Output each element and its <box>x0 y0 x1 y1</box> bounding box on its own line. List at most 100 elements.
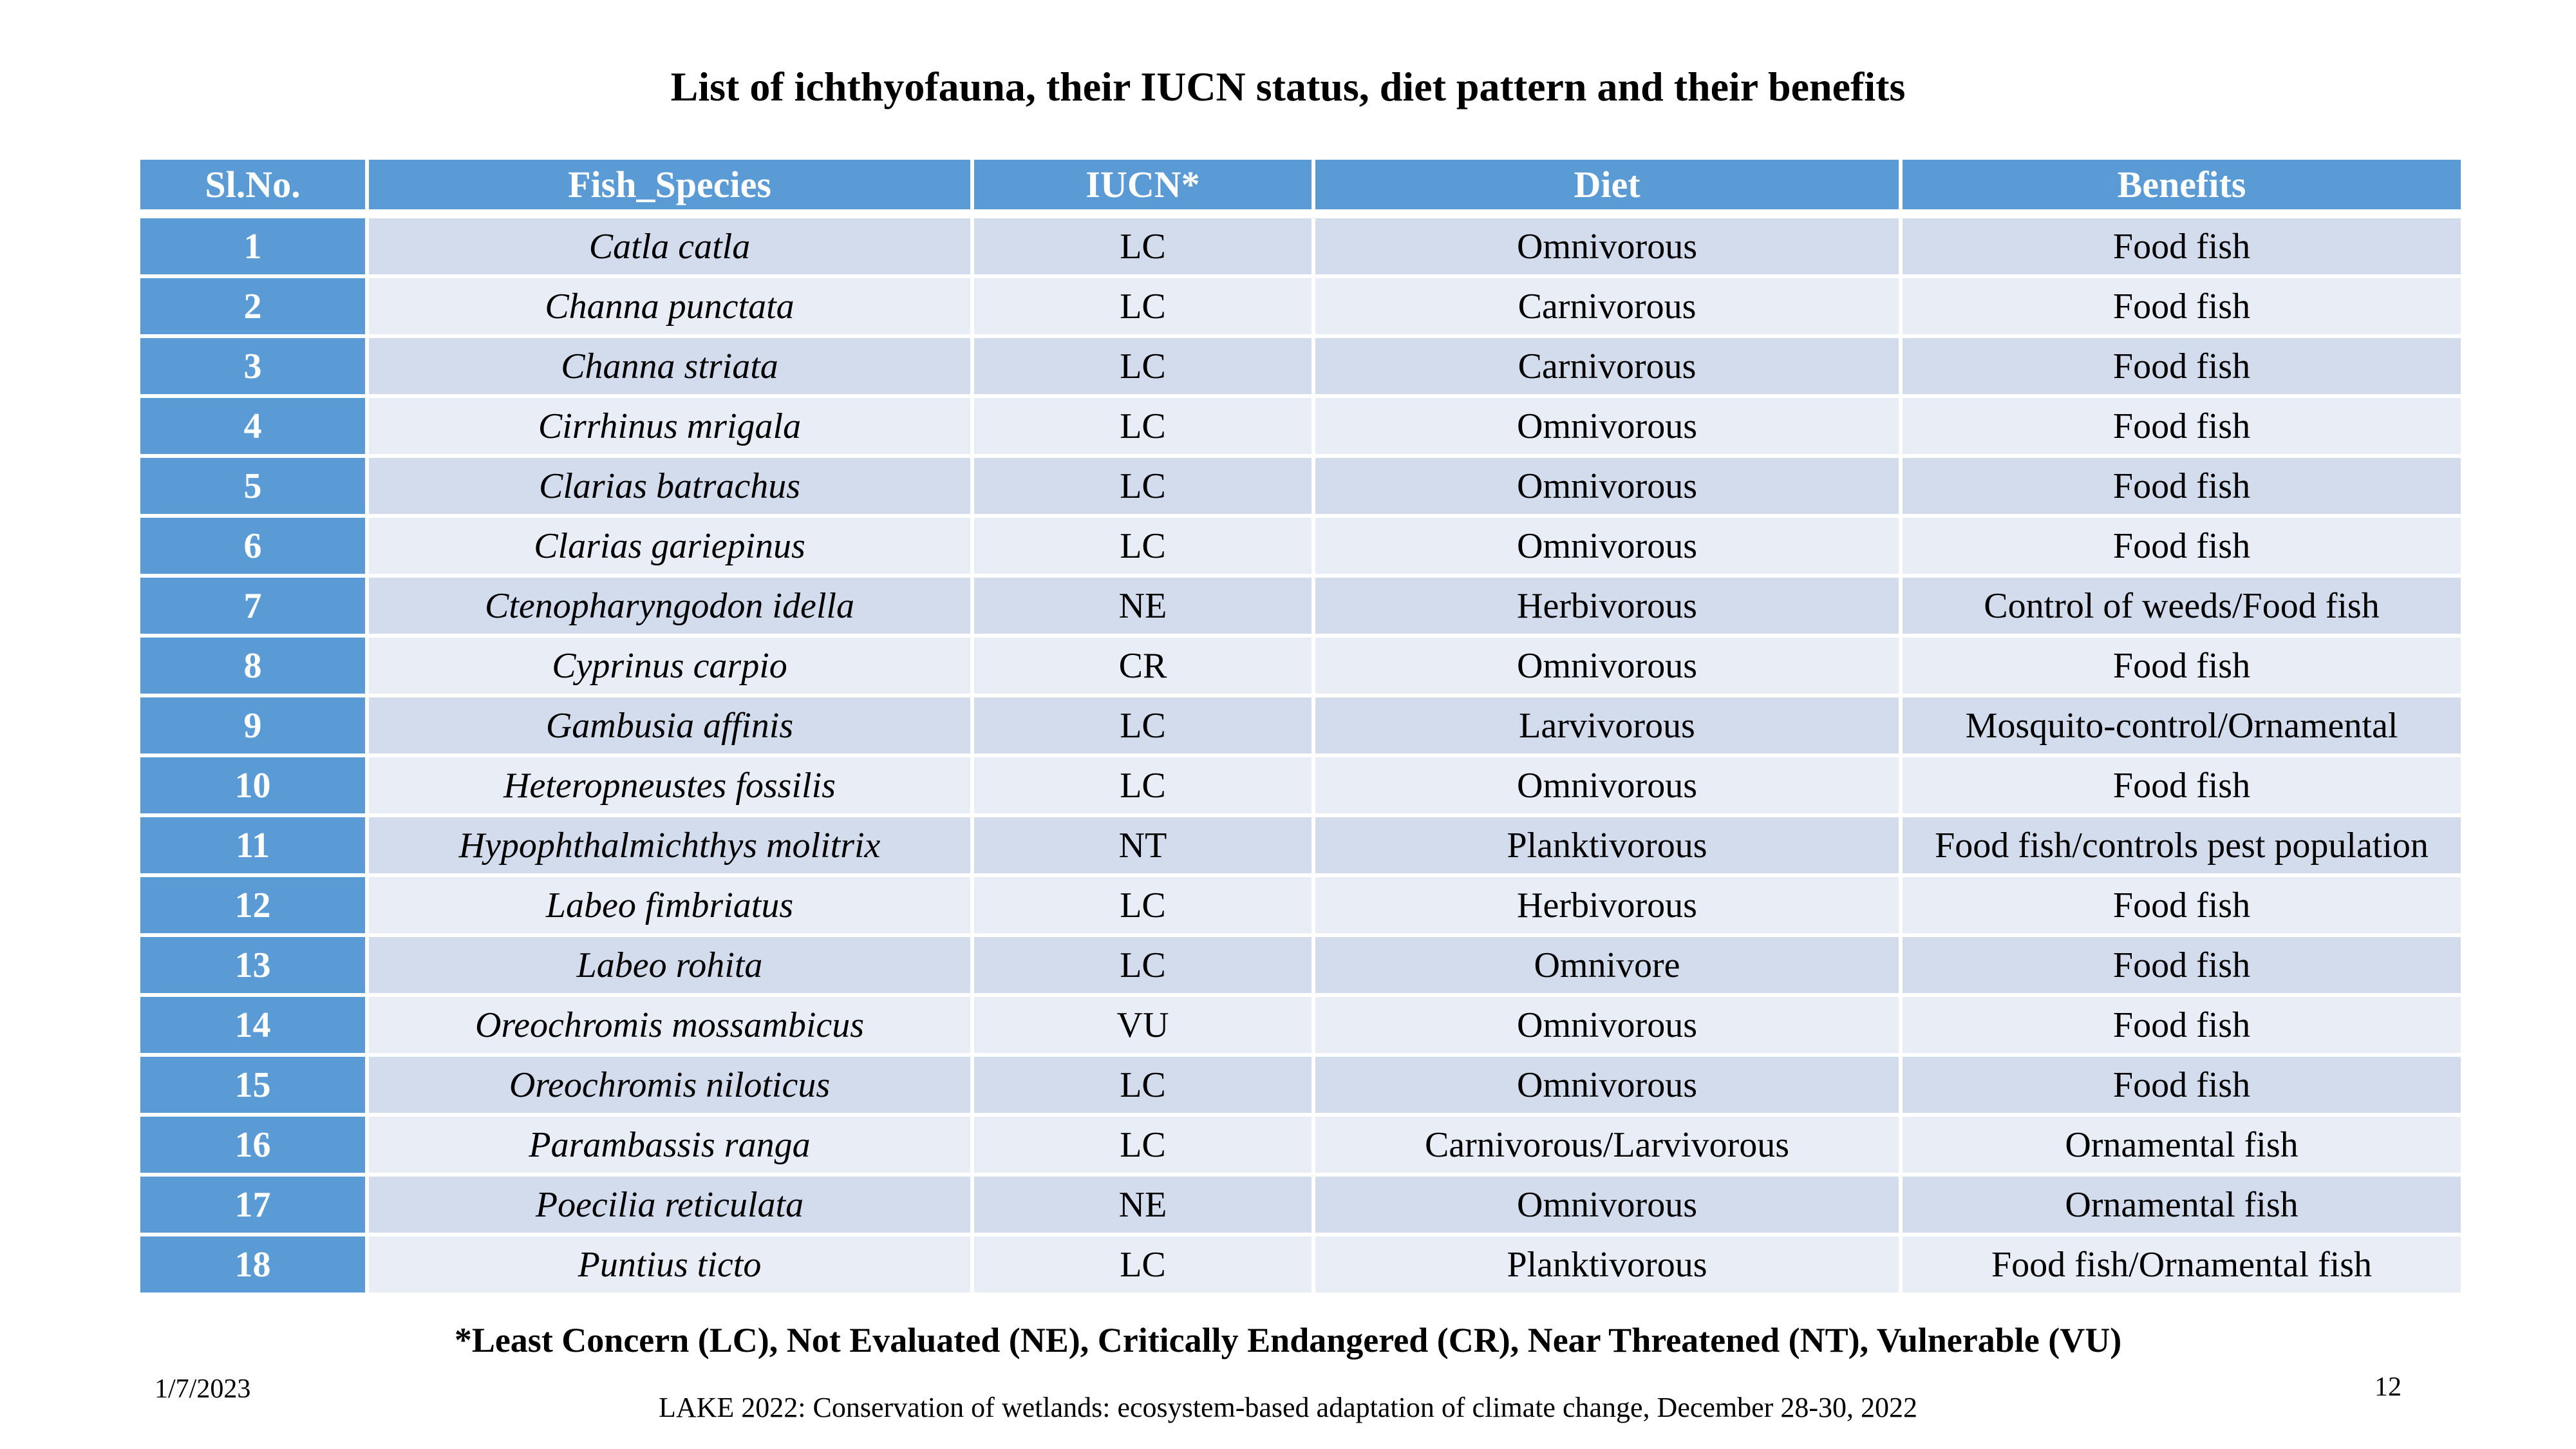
cell-diet: Omnivorous <box>1315 218 1903 278</box>
cell-iucn: LC <box>974 398 1315 458</box>
cell-species: Oreochromis mossambicus <box>369 997 974 1057</box>
cell-benefits: Food fish <box>1903 757 2461 817</box>
table-row: 4 Cirrhinus mrigala LC Omnivorous Food f… <box>140 398 2461 458</box>
col-header-species: Fish_Species <box>369 160 974 218</box>
col-header-slno: Sl.No. <box>140 160 369 218</box>
cell-species: Oreochromis niloticus <box>369 1057 974 1117</box>
cell-benefits: Food fish <box>1903 1057 2461 1117</box>
cell-slno: 1 <box>140 218 369 278</box>
cell-diet: Omnivorous <box>1315 1177 1903 1236</box>
cell-slno: 9 <box>140 697 369 757</box>
cell-iucn: NE <box>974 578 1315 638</box>
cell-diet: Omnivore <box>1315 937 1903 997</box>
footer-conference: LAKE 2022: Conservation of wetlands: eco… <box>659 1392 1917 1423</box>
table-row: 7 Ctenopharyngodon idella NE Herbivorous… <box>140 578 2461 638</box>
cell-benefits: Food fish <box>1903 458 2461 518</box>
cell-slno: 13 <box>140 937 369 997</box>
cell-iucn: LC <box>974 338 1315 398</box>
cell-species: Heteropneustes fossilis <box>369 757 974 817</box>
cell-benefits: Mosquito-control/Ornamental <box>1903 697 2461 757</box>
cell-iucn: CR <box>974 638 1315 697</box>
table-row: 14 Oreochromis mossambicus VU Omnivorous… <box>140 997 2461 1057</box>
cell-species: Catla catla <box>369 218 974 278</box>
table-body: 1 Catla catla LC Omnivorous Food fish 2 … <box>140 218 2461 1296</box>
cell-benefits: Food fish <box>1903 278 2461 338</box>
cell-iucn: LC <box>974 697 1315 757</box>
cell-slno: 2 <box>140 278 369 338</box>
cell-slno: 12 <box>140 877 369 937</box>
table-row: 9 Gambusia affinis LC Larvivorous Mosqui… <box>140 697 2461 757</box>
col-header-diet: Diet <box>1315 160 1903 218</box>
cell-species: Poecilia reticulata <box>369 1177 974 1236</box>
cell-slno: 17 <box>140 1177 369 1236</box>
cell-slno: 10 <box>140 757 369 817</box>
cell-diet: Omnivorous <box>1315 638 1903 697</box>
cell-benefits: Food fish <box>1903 937 2461 997</box>
cell-species: Ctenopharyngodon idella <box>369 578 974 638</box>
cell-species: Labeo fimbriatus <box>369 877 974 937</box>
cell-species: Hypophthalmichthys molitrix <box>369 817 974 877</box>
cell-benefits: Ornamental fish <box>1903 1117 2461 1177</box>
col-header-benefits: Benefits <box>1903 160 2461 218</box>
cell-species: Labeo rohita <box>369 937 974 997</box>
cell-benefits: Food fish <box>1903 877 2461 937</box>
footer-page-number: 12 <box>2374 1372 2402 1402</box>
cell-species: Puntius ticto <box>369 1236 974 1296</box>
cell-iucn: NT <box>974 817 1315 877</box>
cell-slno: 11 <box>140 817 369 877</box>
cell-diet: Carnivorous <box>1315 338 1903 398</box>
cell-iucn: NE <box>974 1177 1315 1236</box>
cell-benefits: Food fish/Ornamental fish <box>1903 1236 2461 1296</box>
cell-slno: 4 <box>140 398 369 458</box>
cell-diet: Omnivorous <box>1315 1057 1903 1117</box>
footer-date: 1/7/2023 <box>155 1374 251 1404</box>
cell-iucn: LC <box>974 1236 1315 1296</box>
cell-species: Gambusia affinis <box>369 697 974 757</box>
cell-benefits: Control of weeds/Food fish <box>1903 578 2461 638</box>
cell-slno: 3 <box>140 338 369 398</box>
cell-species: Cirrhinus mrigala <box>369 398 974 458</box>
cell-species: Clarias gariepinus <box>369 518 974 578</box>
cell-benefits: Food fish/controls pest population <box>1903 817 2461 877</box>
table-row: 17 Poecilia reticulata NE Omnivorous Orn… <box>140 1177 2461 1236</box>
cell-diet: Omnivorous <box>1315 997 1903 1057</box>
cell-benefits: Food fish <box>1903 218 2461 278</box>
cell-diet: Planktivorous <box>1315 817 1903 877</box>
cell-slno: 15 <box>140 1057 369 1117</box>
cell-iucn: LC <box>974 278 1315 338</box>
cell-iucn: LC <box>974 1117 1315 1177</box>
table-row: 15 Oreochromis niloticus LC Omnivorous F… <box>140 1057 2461 1117</box>
cell-slno: 18 <box>140 1236 369 1296</box>
cell-slno: 5 <box>140 458 369 518</box>
iucn-legend: *Least Concern (LC), Not Evaluated (NE),… <box>454 1321 2122 1359</box>
table-row: 11 Hypophthalmichthys molitrix NT Plankt… <box>140 817 2461 877</box>
cell-diet: Omnivorous <box>1315 398 1903 458</box>
cell-benefits: Food fish <box>1903 338 2461 398</box>
table-row: 18 Puntius ticto LC Planktivorous Food f… <box>140 1236 2461 1296</box>
table-row: 2 Channa punctata LC Carnivorous Food fi… <box>140 278 2461 338</box>
cell-diet: Larvivorous <box>1315 697 1903 757</box>
cell-diet: Planktivorous <box>1315 1236 1903 1296</box>
species-table: Sl.No. Fish_Species IUCN* Diet Benefits … <box>140 160 2461 1296</box>
col-header-iucn: IUCN* <box>974 160 1315 218</box>
cell-slno: 16 <box>140 1117 369 1177</box>
table-row: 5 Clarias batrachus LC Omnivorous Food f… <box>140 458 2461 518</box>
cell-iucn: LC <box>974 937 1315 997</box>
cell-benefits: Ornamental fish <box>1903 1177 2461 1236</box>
cell-species: Channa punctata <box>369 278 974 338</box>
cell-benefits: Food fish <box>1903 518 2461 578</box>
cell-iucn: LC <box>974 757 1315 817</box>
table-row: 1 Catla catla LC Omnivorous Food fish <box>140 218 2461 278</box>
cell-iucn: LC <box>974 877 1315 937</box>
cell-species: Cyprinus carpio <box>369 638 974 697</box>
cell-species: Parambassis ranga <box>369 1117 974 1177</box>
cell-iucn: VU <box>974 997 1315 1057</box>
cell-iucn: LC <box>974 218 1315 278</box>
table-row: 16 Parambassis ranga LC Carnivorous/Larv… <box>140 1117 2461 1177</box>
slide-title: List of ichthyofauna, their IUCN status,… <box>670 64 1906 109</box>
cell-benefits: Food fish <box>1903 997 2461 1057</box>
cell-species: Clarias batrachus <box>369 458 974 518</box>
cell-diet: Herbivorous <box>1315 877 1903 937</box>
table-row: 8 Cyprinus carpio CR Omnivorous Food fis… <box>140 638 2461 697</box>
cell-diet: Omnivorous <box>1315 757 1903 817</box>
